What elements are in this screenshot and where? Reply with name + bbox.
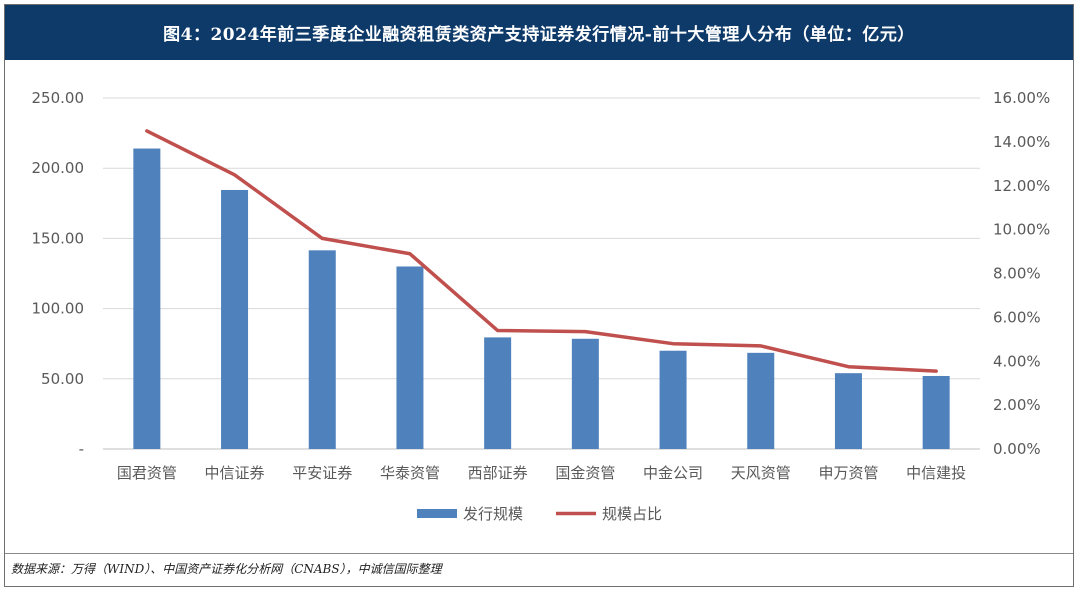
- bar: [922, 375, 950, 449]
- y-right-tick-label: 8.00%: [993, 265, 1041, 283]
- x-tick-label: 中信建投: [906, 464, 966, 482]
- figure-frame: 图4：2024年前三季度企业融资租赁类资产支持证券发行情况-前十大管理人分布（单…: [4, 4, 1074, 587]
- source-divider: [5, 553, 1073, 554]
- x-tick-label: 平安证券: [292, 464, 352, 482]
- y-left-tick-label: 150.00: [32, 229, 85, 247]
- bar: [484, 337, 512, 449]
- bar: [571, 338, 599, 449]
- x-tick-label: 国君资管: [117, 464, 177, 482]
- x-tick-label: 天风资管: [731, 464, 791, 482]
- bar: [747, 352, 775, 449]
- y-right-tick-label: 0.00%: [993, 440, 1041, 458]
- bar: [396, 266, 424, 449]
- x-tick-label: 国金资管: [555, 464, 615, 482]
- figure-title: 图4：2024年前三季度企业融资租赁类资产支持证券发行情况-前十大管理人分布（单…: [5, 5, 1073, 60]
- legend-label-bar: 发行规模: [463, 505, 523, 523]
- x-tick-label: 中信证券: [205, 464, 265, 482]
- y-left-tick-label: 50.00: [41, 370, 84, 388]
- y-left-tick-label: 200.00: [32, 159, 85, 177]
- x-tick-label: 申万资管: [818, 464, 878, 482]
- legend-label-line: 规模占比: [602, 505, 662, 523]
- y-right-tick-label: 10.00%: [993, 221, 1050, 239]
- bar: [133, 148, 161, 449]
- source-note: 数据来源：万得（WIND）、中国资产证券化分析网（CNABS），中诚信国际整理: [11, 562, 442, 576]
- bar: [221, 189, 249, 449]
- y-right-tick-label: 6.00%: [993, 308, 1041, 326]
- y-left-tick-label: 250.00: [32, 89, 85, 107]
- y-right-tick-label: 4.00%: [993, 352, 1041, 370]
- bar: [834, 373, 862, 449]
- bar: [659, 350, 687, 449]
- x-tick-label: 西部证券: [468, 464, 528, 482]
- y-right-tick-label: 12.00%: [993, 177, 1050, 195]
- x-tick-label: 中金公司: [643, 464, 703, 482]
- x-tick-label: 华泰资管: [380, 464, 440, 482]
- y-right-tick-label: 2.00%: [993, 396, 1041, 414]
- y-right-tick-label: 14.00%: [993, 133, 1050, 151]
- bar: [308, 250, 336, 449]
- legend-swatch-bar: [417, 509, 457, 518]
- y-right-tick-label: 16.00%: [993, 89, 1050, 107]
- y-left-tick-label: 100.00: [32, 300, 85, 318]
- series-line: [145, 129, 938, 373]
- y-left-tick-label: -: [79, 440, 84, 458]
